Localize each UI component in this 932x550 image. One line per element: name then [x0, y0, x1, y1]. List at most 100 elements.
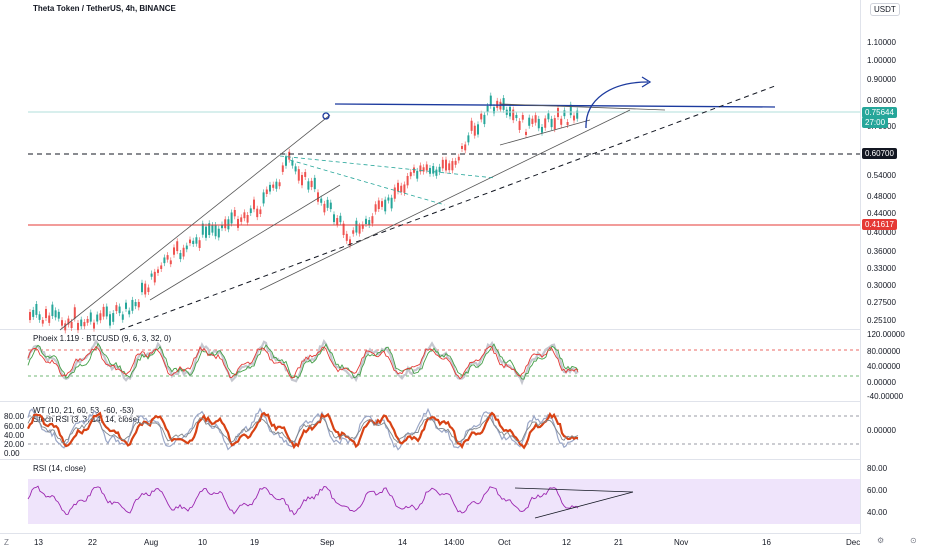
rsi-scale[interactable]: 80.00 60.00 40.00 [860, 460, 932, 534]
candle-body [365, 218, 367, 224]
candle-body [451, 161, 454, 171]
candle-body [371, 216, 374, 224]
candle-body [301, 175, 303, 186]
candle-body [83, 322, 86, 327]
time-axis[interactable] [0, 534, 860, 550]
candle-body [285, 156, 287, 166]
candle-body [173, 247, 175, 255]
settings-gear-icon[interactable]: ⚙ [877, 536, 885, 545]
phoenix-tick: -40.00000 [867, 392, 904, 401]
time-tick: 14:00 [444, 538, 465, 547]
wt-gray-line [27, 416, 579, 444]
candle-body [342, 223, 345, 236]
phoenix-gray-line [26, 338, 579, 386]
channel-upper [59, 114, 331, 331]
wt-left-tick: 80.00 [4, 412, 25, 421]
price-scale[interactable]: 1.10000 1.00000 0.90000 0.80000 0.70000 … [860, 0, 932, 330]
candle-body [38, 314, 41, 320]
zoom-reset-button[interactable]: Z [4, 538, 9, 547]
candle-body [221, 224, 223, 229]
rising-support [259, 109, 631, 291]
candle-body [560, 118, 563, 125]
candle-body [185, 245, 188, 250]
candle-body [99, 313, 102, 321]
candle-body [297, 169, 300, 181]
candle-body [432, 165, 435, 174]
candle-body [541, 126, 543, 133]
chart-drawing-layer [26, 76, 860, 524]
candle-body [400, 185, 403, 193]
candle-body [73, 307, 76, 319]
candle-body [483, 114, 486, 125]
candle-body [272, 184, 275, 188]
candle-body [368, 220, 371, 225]
rsi-triangle-upper [514, 487, 634, 493]
price-tick: 1.00000 [867, 56, 896, 65]
candle-body [470, 120, 473, 131]
candle-body [406, 175, 409, 186]
candle-body [51, 304, 54, 317]
candle-body [144, 283, 147, 295]
phoenix-tick: 40.00000 [867, 362, 901, 371]
auto-scale-icon[interactable]: ⊙ [910, 536, 917, 545]
phoenix-scale[interactable]: 120.00000 80.00000 40.00000 0.00000 -40.… [860, 330, 932, 402]
candle-body [211, 225, 214, 233]
wt-legend[interactable]: WT (10, 21, 60, 53, -60, -53) [33, 406, 134, 415]
candle-body [281, 165, 284, 172]
time-tick: 22 [88, 538, 97, 547]
time-tick: 16 [762, 538, 771, 547]
candle-body [413, 167, 415, 173]
candle-body [339, 215, 342, 223]
wt-left-tick: 40.00 [4, 431, 25, 440]
candle-body [333, 214, 335, 223]
candle-body [349, 239, 351, 246]
candle-body [195, 237, 198, 244]
candle-body [313, 177, 316, 190]
candle-body [205, 226, 207, 238]
candle-body [128, 310, 131, 315]
price-pane[interactable] [0, 0, 860, 330]
candle-body [224, 219, 227, 229]
alert-marker [322, 112, 330, 120]
wt-pane[interactable] [0, 402, 860, 460]
candle-body [534, 115, 537, 123]
candle-body [201, 223, 204, 235]
phoenix-tick: 120.00000 [867, 330, 905, 339]
currency-badge[interactable]: USDT [870, 3, 900, 16]
time-tick: 21 [614, 538, 623, 547]
resistance-line [334, 103, 776, 108]
dashed-trendline [119, 85, 776, 331]
rsi-pane[interactable] [0, 460, 860, 534]
wt-tick: 0.00000 [867, 426, 896, 435]
candle-body [441, 159, 444, 169]
price-tick: 0.44000 [867, 209, 896, 218]
wt-scale[interactable]: 0.00000 [860, 402, 932, 460]
candle-body [256, 208, 259, 218]
rsi-legend[interactable]: RSI (14, close) [33, 464, 86, 473]
candle-body [230, 212, 233, 224]
phoenix-legend[interactable]: Phoeix 1.119 · BTCUSD (9, 6, 3, 32, 0) [33, 334, 172, 343]
candle-body [259, 209, 262, 215]
candle-body [489, 95, 492, 106]
candle-body [237, 218, 239, 228]
candle-body [515, 114, 518, 119]
candle-body [473, 125, 476, 136]
candle-body [512, 109, 515, 121]
price-tick: 0.33000 [867, 264, 896, 273]
candle-body [291, 160, 294, 166]
candle-body [403, 184, 406, 193]
candle-body [278, 182, 281, 187]
candle-body [269, 184, 271, 192]
time-tick: 14 [398, 538, 407, 547]
candle-body [467, 135, 470, 143]
candle-body [121, 314, 124, 320]
price-tick: 0.25100 [867, 316, 896, 325]
candle-body [80, 319, 83, 327]
candle-body [486, 105, 489, 113]
rsi-tick: 40.00 [867, 508, 888, 517]
candle-body [464, 144, 467, 151]
phoenix-pane[interactable] [0, 330, 860, 402]
phoenix-red-line [27, 345, 579, 380]
candle-body [345, 233, 348, 241]
candle-body [557, 107, 559, 118]
